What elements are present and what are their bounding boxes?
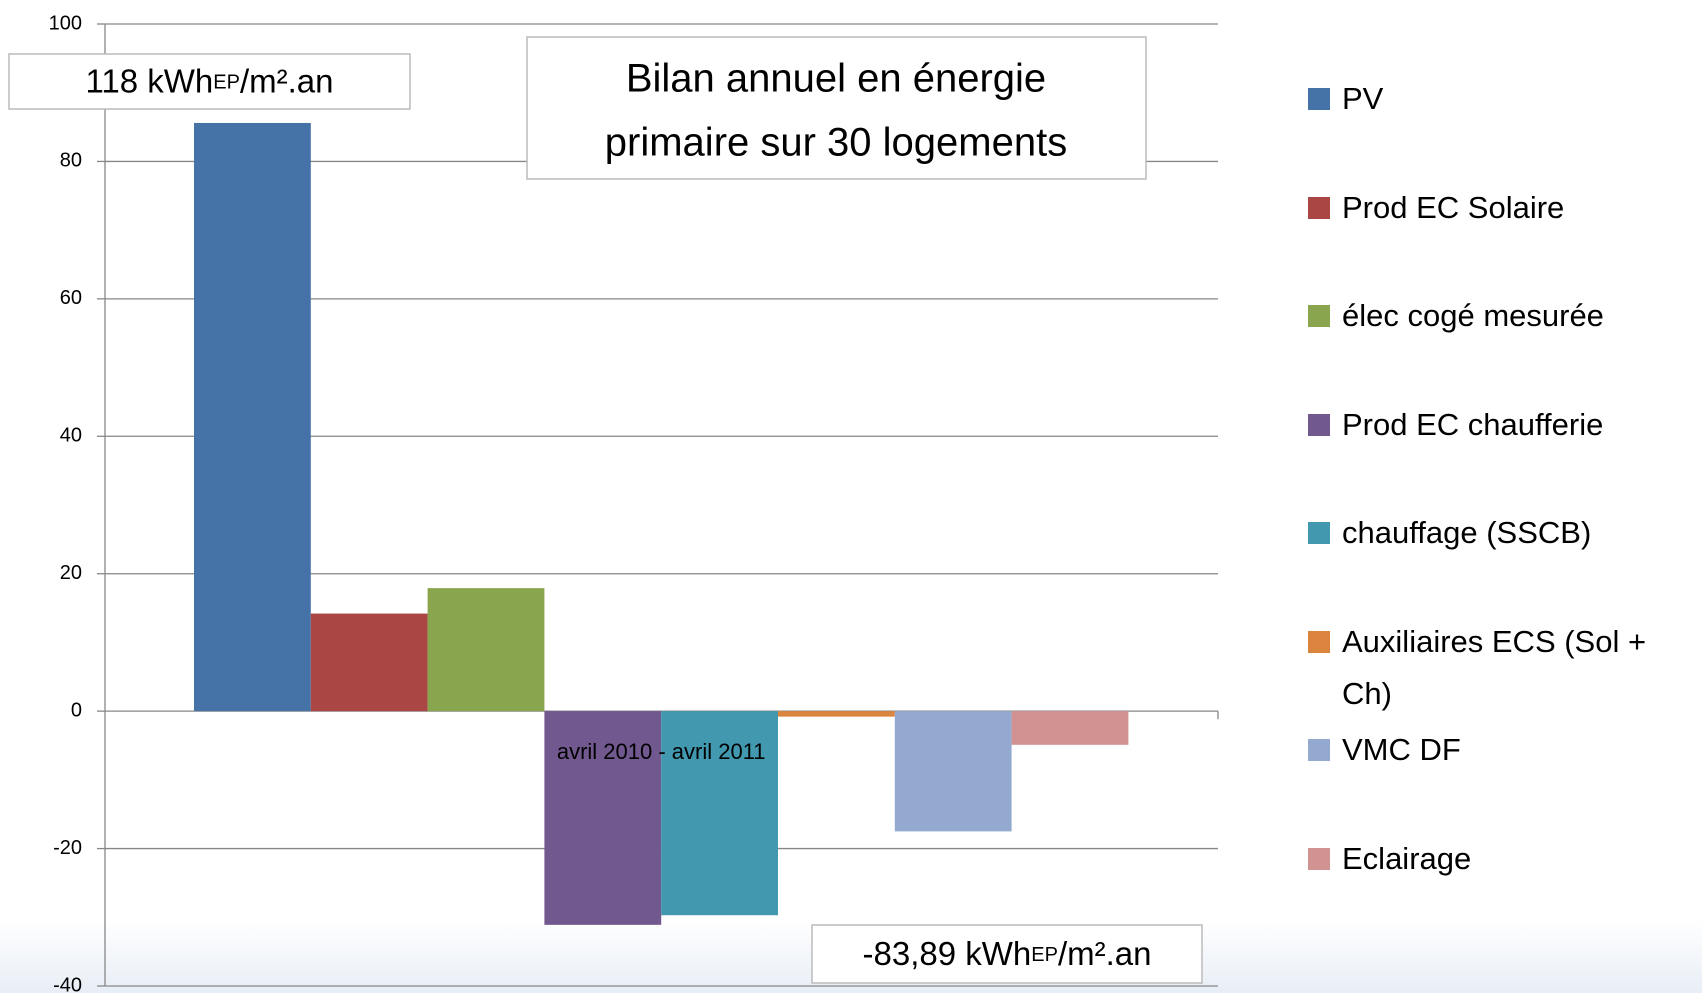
legend-entry: Prod EC Solaire <box>1308 182 1688 234</box>
y-tick-label: 40 <box>60 425 82 447</box>
legend-entry: élec cogé mesurée <box>1308 290 1688 342</box>
legend-swatch <box>1308 630 1330 653</box>
annotation-part: /m².an <box>240 62 334 99</box>
legend-entry: Eclairage <box>1308 833 1688 885</box>
annotation-part: EP <box>213 72 240 94</box>
legend-entry: Prod EC chaufferie <box>1308 399 1688 451</box>
annotation-part: 118 kWh <box>86 62 214 99</box>
y-tick-label: 100 <box>49 12 82 34</box>
legend-swatch <box>1308 413 1330 436</box>
annotation: 118 kWhEP/m².an <box>86 62 334 99</box>
legend-label: VMC DF <box>1342 732 1461 767</box>
annotation-box <box>8 53 411 110</box>
legend-label: Auxiliaires ECS (Sol + Ch) <box>1342 623 1647 711</box>
y-tick-label: -20 <box>53 837 82 859</box>
bar <box>661 711 778 916</box>
legend-label: élec cogé mesurée <box>1342 298 1604 333</box>
bar <box>778 711 895 717</box>
legend-entry: VMC DF <box>1308 724 1688 776</box>
legend-label: chauffage (SSCB) <box>1342 515 1592 550</box>
chart-title: Bilan annuel en énergie <box>626 57 1046 101</box>
legend-swatch <box>1308 522 1330 544</box>
legend-label: Prod EC Solaire <box>1342 189 1565 225</box>
legend-swatch <box>1308 739 1330 761</box>
chart-title: primaire sur 30 logements <box>605 121 1067 165</box>
y-tick-label: 60 <box>60 287 82 309</box>
legend-label: PV <box>1342 81 1384 116</box>
title-box <box>526 36 1147 180</box>
legend-entry: chauffage (SSCB) <box>1308 507 1688 559</box>
legend-entry: Auxiliaires ECS (Sol + Ch) <box>1308 616 1688 720</box>
bar <box>894 711 1012 832</box>
bar <box>194 122 311 712</box>
bar <box>1011 711 1129 745</box>
legend-label: Eclairage <box>1342 840 1472 876</box>
legend-swatch <box>1308 88 1330 110</box>
annotation-part: /m².an <box>1058 935 1152 972</box>
x-tick-label: avril 2010 - avril 2011 <box>557 739 766 764</box>
legend-entry: PV <box>1308 73 1688 125</box>
legend-label: Prod EC chaufferie <box>1342 406 1604 442</box>
annotation-part: EP <box>1031 944 1058 966</box>
bar <box>310 613 428 712</box>
y-tick-label: 80 <box>60 150 82 172</box>
bar <box>427 588 545 712</box>
annotation-part: -83,89 kWh <box>863 935 1032 972</box>
annotation: -83,89 kWhEP/m².an <box>863 935 1152 972</box>
legend-swatch <box>1308 847 1330 870</box>
legend-swatch <box>1308 196 1330 219</box>
annotation-box <box>811 924 1203 984</box>
y-tick-label: 20 <box>60 562 82 584</box>
y-tick-label: 0 <box>71 699 82 721</box>
bar <box>544 711 662 925</box>
y-tick-label: -40 <box>53 974 82 993</box>
legend-swatch <box>1308 305 1330 327</box>
